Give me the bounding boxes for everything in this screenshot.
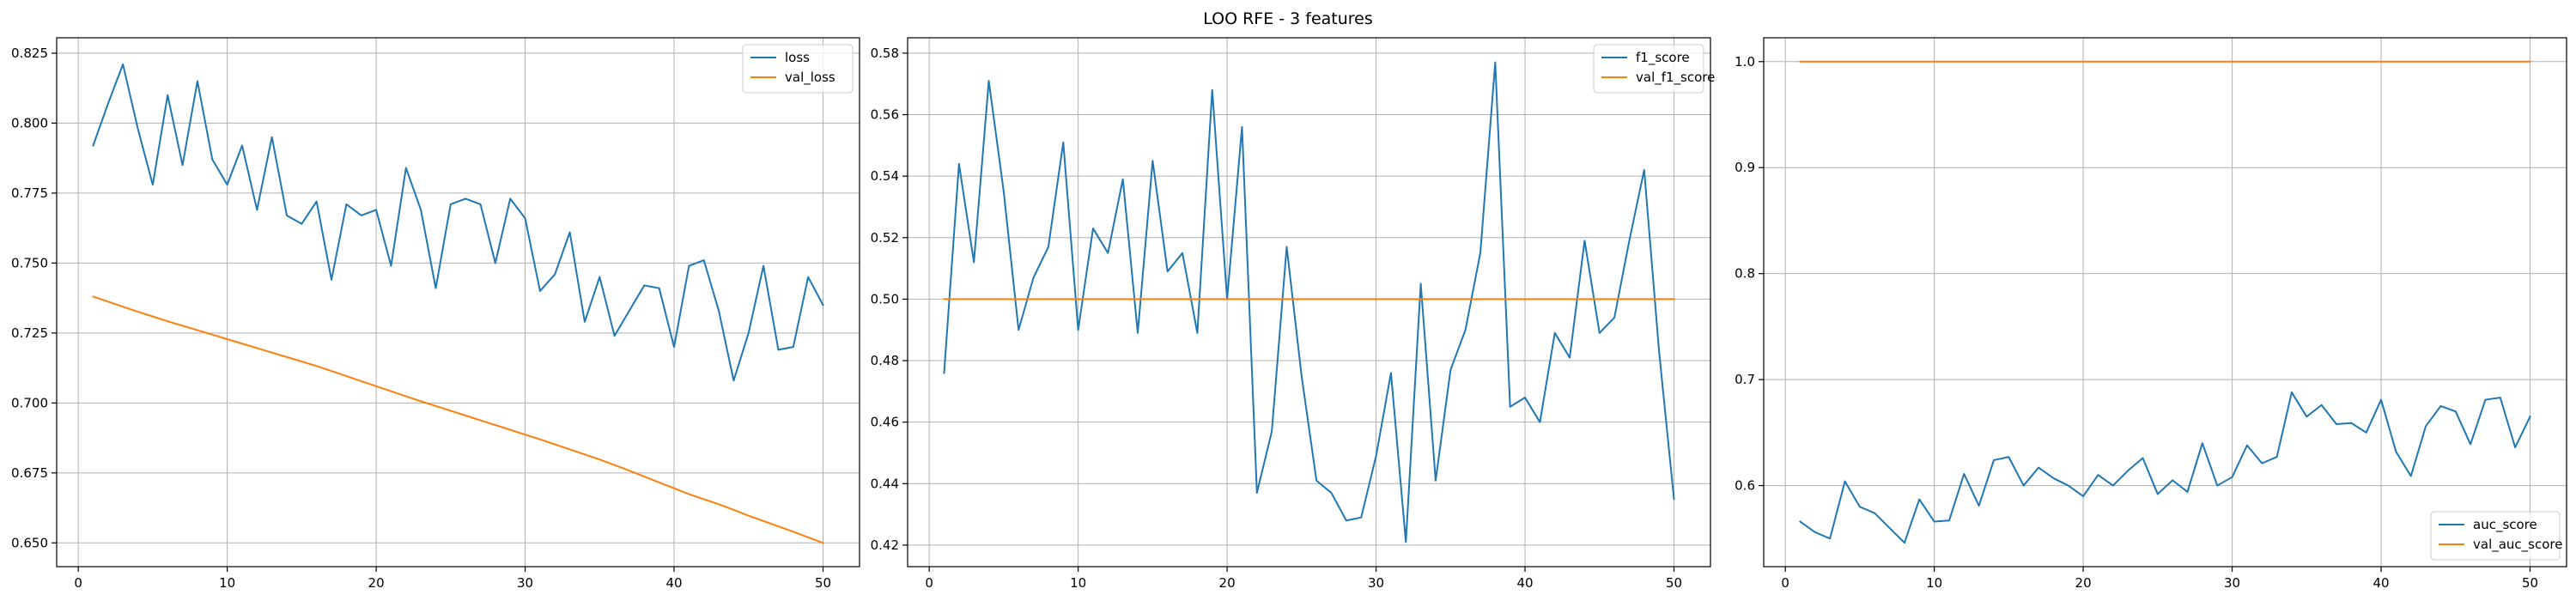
y-tick-label: 0.9 bbox=[1735, 160, 1755, 175]
legend-label: f1_score bbox=[1636, 50, 1690, 66]
x-tick-label: 20 bbox=[1219, 575, 1236, 591]
y-tick-label: 0.46 bbox=[871, 415, 899, 430]
y-tick-label: 1.0 bbox=[1735, 54, 1755, 70]
legend-label: val_auc_score bbox=[2473, 537, 2563, 553]
axes-frame bbox=[56, 37, 860, 568]
subplot-2: 0 10 20 30 40 50 0.42 0.44 0.46 0.48 0.50 0.52 0.54 0… bbox=[871, 37, 1715, 591]
x-tick-label: 10 bbox=[1070, 575, 1086, 591]
legend: loss val_loss bbox=[742, 44, 854, 94]
y-tick-label: 0.650 bbox=[11, 535, 48, 550]
legend-label: val_loss bbox=[785, 70, 835, 86]
legend-label: val_f1_score bbox=[1636, 70, 1715, 86]
x-tick-label: 40 bbox=[2372, 575, 2389, 591]
y-tick-label: 0.800 bbox=[11, 115, 48, 131]
axes-frame bbox=[907, 37, 1711, 568]
x-tick-label: 30 bbox=[2224, 575, 2240, 591]
y-tick-label: 0.44 bbox=[871, 476, 899, 491]
x-tick-label: 20 bbox=[368, 575, 385, 591]
y-tick-label: 0.700 bbox=[11, 395, 48, 410]
y-tick-label: 0.775 bbox=[11, 185, 48, 201]
x-tick-label: 50 bbox=[2522, 575, 2538, 591]
y-tick-label: 0.42 bbox=[871, 537, 899, 553]
y-tick-label: 0.52 bbox=[871, 230, 899, 246]
y-tick-label: 0.54 bbox=[871, 168, 899, 184]
x-tick-label: 40 bbox=[665, 575, 682, 591]
y-tick-label: 0.675 bbox=[11, 465, 48, 481]
x-tick-label: 20 bbox=[2075, 575, 2092, 591]
series-line-auc-score bbox=[1799, 391, 2531, 544]
y-tick-label: 0.750 bbox=[11, 255, 48, 270]
legend-label: loss bbox=[785, 50, 810, 65]
x-tick-label: 30 bbox=[517, 575, 533, 591]
legend: f1_score val_f1_score bbox=[1593, 44, 1715, 94]
x-tick-label: 0 bbox=[74, 575, 82, 591]
series-line-val-loss bbox=[92, 295, 824, 544]
y-tick-label: 0.56 bbox=[871, 107, 899, 123]
figure-title: LOO RFE - 3 features bbox=[1203, 9, 1373, 28]
y-tick-label: 0.50 bbox=[871, 291, 899, 307]
y-tick-label: 0.8 bbox=[1735, 266, 1755, 282]
subplots: 0 10 20 30 40 500.6500.6750.7000.7250.7500.77… bbox=[11, 37, 2567, 591]
x-tick-label: 50 bbox=[1666, 575, 1682, 591]
series-line-loss bbox=[92, 63, 824, 382]
legend-label: auc_score bbox=[2473, 517, 2537, 533]
y-tick-label: 0.58 bbox=[871, 46, 899, 61]
y-tick-label: 0.48 bbox=[871, 353, 899, 368]
legend: auc_score val_auc_score bbox=[2430, 511, 2563, 561]
subplot-3: 0 10 20 30 40 50 0.6 0.7 0.8 0.9 1.0 auc_score val_a… bbox=[1735, 37, 2567, 591]
y-tick-label: 0.6 bbox=[1735, 478, 1755, 494]
x-tick-label: 0 bbox=[1781, 575, 1789, 591]
axes-frame bbox=[1763, 37, 2567, 568]
subplot-1: 0 10 20 30 40 50 0.650 0.675 0.700 0.725 0.750 0.77… bbox=[11, 37, 860, 591]
series-line-f1-score bbox=[943, 61, 1675, 543]
y-tick-label: 0.725 bbox=[11, 325, 48, 341]
x-tick-label: 30 bbox=[1368, 575, 1384, 591]
y-tick-label: 0.825 bbox=[11, 46, 48, 61]
x-tick-label: 0 bbox=[925, 575, 933, 591]
x-tick-label: 10 bbox=[1926, 575, 1942, 591]
x-tick-label: 40 bbox=[1516, 575, 1533, 591]
x-tick-label: 50 bbox=[815, 575, 831, 591]
x-tick-label: 10 bbox=[219, 575, 235, 591]
y-tick-label: 0.7 bbox=[1735, 372, 1755, 387]
